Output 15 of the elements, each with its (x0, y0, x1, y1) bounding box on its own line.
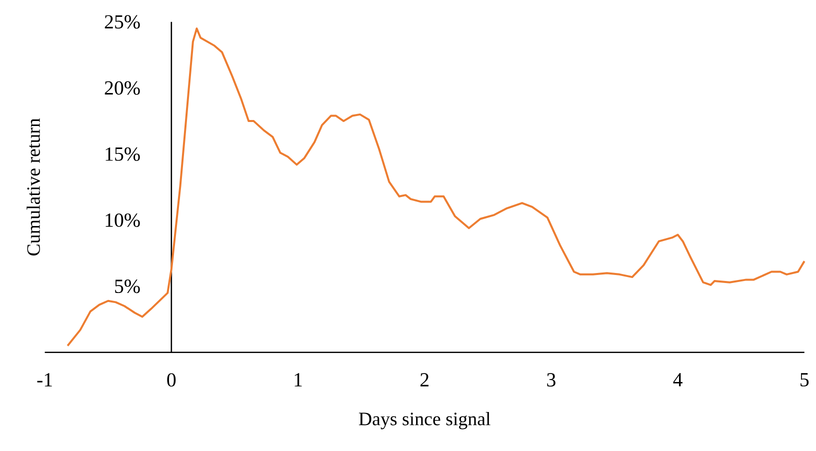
y-tick-label: 10% (106, 213, 140, 227)
x-tick-label: 0 (167, 373, 176, 387)
y-tick-label: 5% (115, 280, 140, 294)
y-tick-label: 15% (106, 147, 140, 161)
y-tick-label: 25% (104, 15, 140, 29)
x-axis-title: Days since signal (358, 412, 490, 430)
x-tick-label: 4 (673, 373, 682, 386)
x-tick-label: 3 (547, 373, 556, 387)
line-series (66, 28, 806, 347)
y-axis-title: Cumulative return (26, 118, 40, 256)
x-tick-label: 5 (800, 373, 809, 386)
y-tick-label: 20% (104, 81, 140, 95)
x-tick-label: 1 (294, 373, 302, 386)
x-tick-label: -1 (37, 373, 52, 386)
x-tick-label: 2 (420, 373, 428, 386)
